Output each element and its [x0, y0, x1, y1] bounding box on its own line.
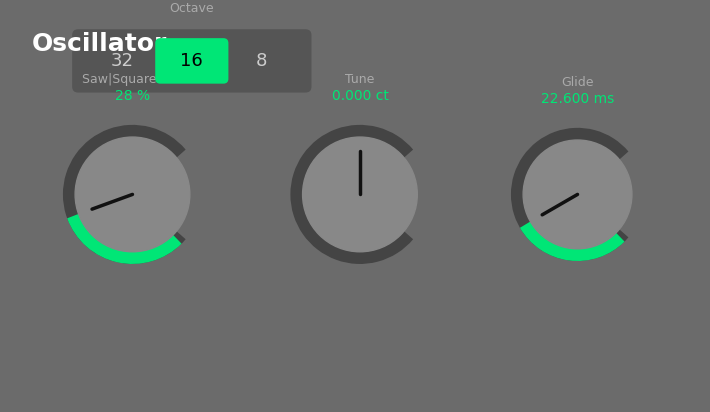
Text: 16: 16 — [180, 52, 203, 70]
Circle shape — [75, 137, 190, 252]
Text: 8: 8 — [256, 52, 267, 70]
Text: 32: 32 — [111, 52, 134, 70]
Text: 0.000 ct: 0.000 ct — [332, 89, 388, 103]
Text: 28 %: 28 % — [115, 89, 150, 103]
Circle shape — [523, 140, 632, 249]
Text: Octave: Octave — [170, 2, 214, 15]
Text: 22.600 ms: 22.600 ms — [541, 92, 614, 106]
Text: Oscillator: Oscillator — [32, 32, 167, 56]
FancyBboxPatch shape — [72, 29, 312, 93]
Text: Saw|Square Mix: Saw|Square Mix — [82, 73, 182, 86]
Text: Glide: Glide — [562, 75, 594, 89]
Text: Tune: Tune — [345, 73, 375, 86]
Circle shape — [302, 137, 417, 252]
FancyBboxPatch shape — [155, 38, 229, 84]
